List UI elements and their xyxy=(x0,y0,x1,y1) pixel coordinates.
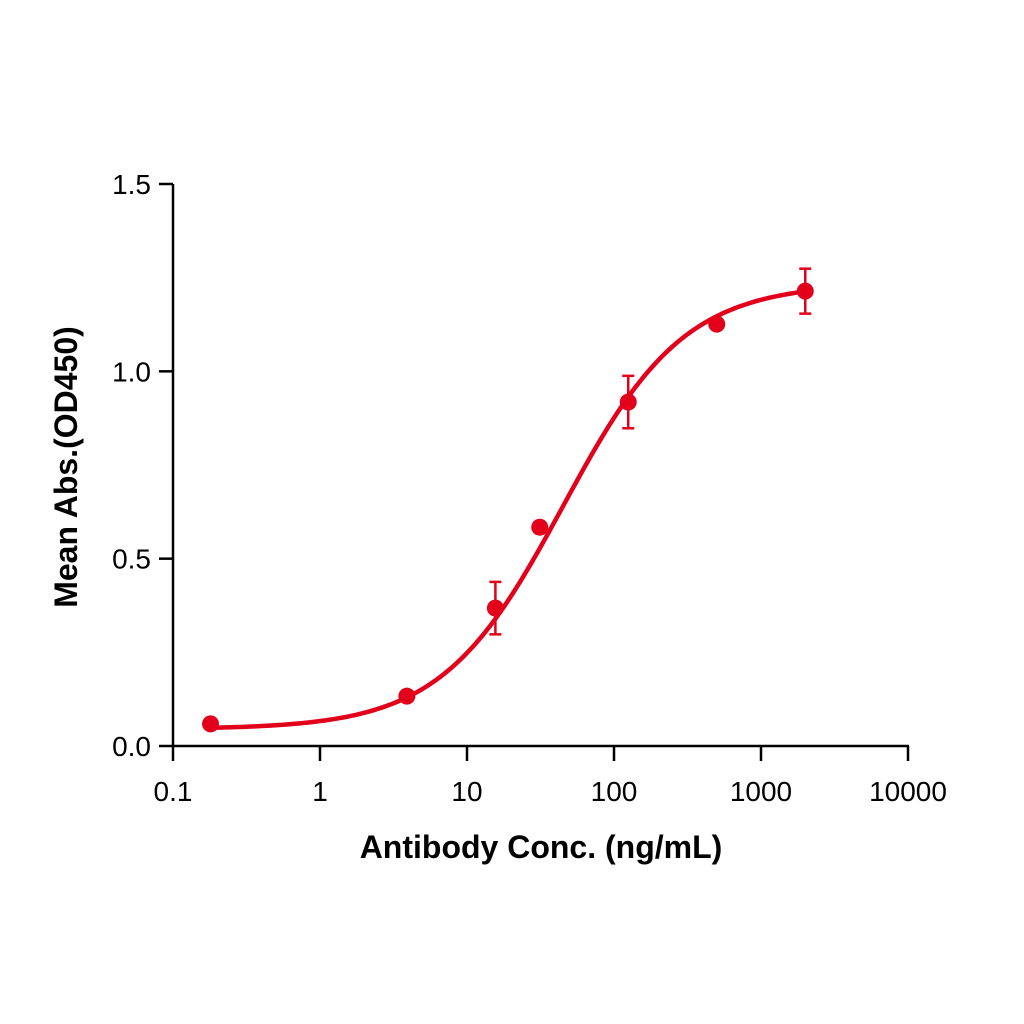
y-tick-label: 1.5 xyxy=(112,169,151,200)
data-point xyxy=(796,282,814,300)
y-tick-label: 0.0 xyxy=(112,731,151,762)
data-point xyxy=(619,393,637,411)
x-tick-label: 0.1 xyxy=(154,776,193,807)
data-point xyxy=(531,518,549,536)
sigmoid-fit-line xyxy=(208,289,808,731)
x-tick-label: 1 xyxy=(312,776,328,807)
data-point xyxy=(708,315,726,333)
data-point xyxy=(202,715,220,733)
fit-curve xyxy=(208,289,808,731)
x-tick-label: 10000 xyxy=(869,776,947,807)
y-tick-label: 0.5 xyxy=(112,544,151,575)
y-tick-label: 1.0 xyxy=(112,356,151,387)
data-point xyxy=(398,687,416,705)
axes: 0.1 1 10 100 1000 10000 0.0 0.5 1.0 1.5 xyxy=(112,169,947,807)
x-tick-label: 10 xyxy=(451,776,482,807)
x-tick-label: 100 xyxy=(591,776,638,807)
y-axis-title: Mean Abs.(OD450) xyxy=(48,326,84,608)
data-points xyxy=(202,267,814,733)
x-tick-label: 1000 xyxy=(730,776,792,807)
x-axis-title: Antibody Conc. (ng/mL) xyxy=(360,829,723,865)
data-point xyxy=(486,599,504,617)
